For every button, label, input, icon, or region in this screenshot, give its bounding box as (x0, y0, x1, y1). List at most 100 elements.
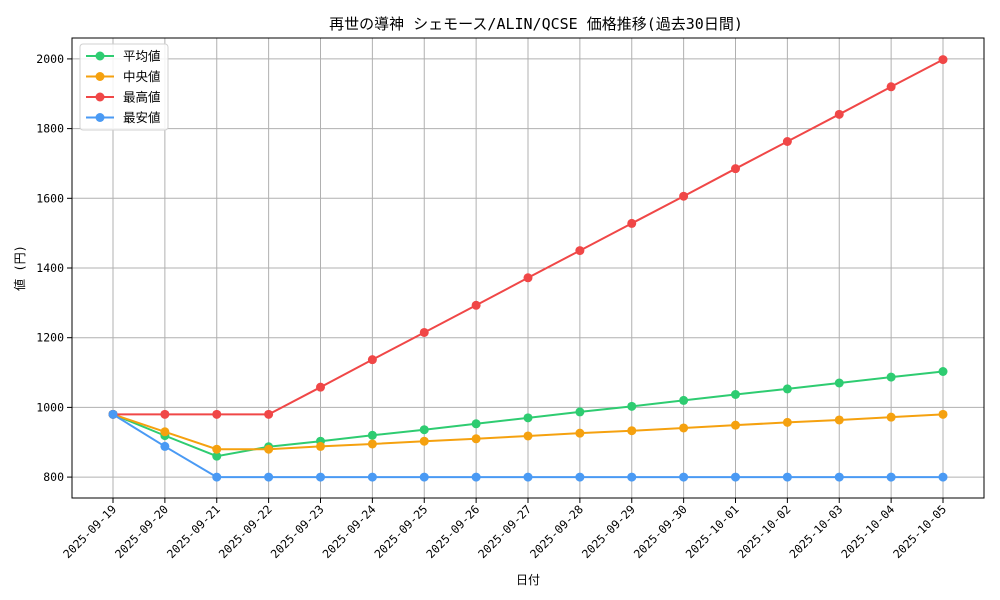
data-point (419, 327, 429, 337)
data-point (834, 378, 844, 388)
y-tick-label: 1600 (36, 191, 64, 205)
x-tick-label: 2025-10-03 (787, 502, 846, 561)
data-point (731, 472, 740, 482)
data-point (108, 409, 118, 419)
x-tick-label: 2025-10-05 (890, 502, 949, 561)
data-point (471, 300, 481, 310)
legend-box (79, 43, 169, 131)
data-point (575, 428, 585, 438)
data-point (367, 355, 377, 365)
x-tick-label: 2025-09-28 (527, 502, 586, 561)
data-point (523, 413, 533, 423)
data-point (627, 472, 637, 482)
data-point (523, 431, 533, 441)
legend-marker (95, 72, 105, 81)
data-point (212, 409, 222, 419)
data-point (627, 401, 637, 411)
data-point (731, 390, 740, 399)
legend-item: 平均値 (86, 49, 161, 64)
data-point (834, 109, 844, 119)
data-point (212, 451, 222, 461)
data-point (627, 218, 637, 228)
data-point (212, 444, 222, 454)
data-point (523, 273, 533, 283)
data-point (886, 412, 896, 422)
data-point (886, 472, 896, 482)
x-tick-label: 2025-10-01 (683, 502, 742, 561)
y-tick-label: 1000 (36, 400, 64, 414)
data-point (160, 409, 170, 419)
data-point (316, 441, 325, 451)
legend-item: 最安値 (86, 110, 161, 125)
y-tick-label: 1200 (36, 331, 64, 345)
series-3 (108, 55, 948, 419)
data-point (471, 472, 481, 482)
series-4 (108, 409, 948, 482)
data-point (731, 164, 740, 174)
data-point (679, 472, 689, 482)
legend-label: 最安値 (123, 110, 161, 125)
data-point (575, 246, 585, 256)
data-point (731, 420, 740, 430)
legend-marker (95, 51, 105, 61)
data-point (886, 82, 896, 92)
data-point (264, 472, 274, 482)
data-point (367, 439, 377, 449)
y-tick-label: 1400 (36, 261, 64, 275)
data-point (264, 444, 274, 454)
x-tick-label: 2025-09-20 (112, 502, 171, 561)
x-tick-label: 2025-09-24 (320, 502, 379, 561)
x-axis-label: 日付 (516, 573, 540, 587)
data-point (938, 55, 948, 65)
data-point (679, 423, 689, 433)
x-tick-label: 2025-09-29 (579, 502, 638, 561)
data-point (367, 472, 377, 482)
y-tick-label: 1800 (36, 122, 64, 136)
data-point (782, 417, 792, 427)
data-point (782, 137, 792, 146)
data-point (834, 415, 844, 425)
x-tick-label: 2025-10-04 (838, 502, 897, 561)
x-tick-label: 2025-10-02 (735, 502, 794, 561)
x-tick-label: 2025-09-23 (268, 502, 327, 561)
legend-item: 最高値 (86, 90, 161, 105)
data-point (419, 472, 429, 482)
data-point (782, 384, 792, 394)
data-point (212, 472, 222, 482)
x-tick-label: 2025-09-22 (216, 502, 275, 561)
data-point (160, 427, 170, 437)
x-tick-label: 2025-09-30 (631, 502, 690, 561)
chart-title: 再世の導神 シェモース/ALIN/QCSE 価格推移(過去30日間) (329, 15, 743, 33)
legend-marker (95, 92, 105, 102)
legend-label: 最高値 (123, 90, 161, 105)
legend-label: 中央値 (123, 69, 161, 84)
data-point (938, 472, 948, 482)
data-point (627, 426, 637, 436)
x-tick-label: 2025-09-27 (475, 502, 534, 561)
x-tick-label: 2025-09-25 (372, 502, 431, 561)
data-point (938, 367, 948, 376)
x-tick-label: 2025-09-26 (423, 502, 482, 561)
legend-label: 平均値 (123, 49, 161, 64)
data-point (471, 419, 481, 429)
plot-frame (71, 37, 985, 499)
data-point (367, 430, 377, 440)
data-point (316, 472, 325, 482)
grid (72, 38, 984, 498)
data-point (575, 407, 585, 417)
data-point (160, 441, 170, 451)
data-point (679, 191, 689, 201)
data-point (419, 436, 429, 446)
data-point (575, 472, 585, 482)
series-group (108, 55, 948, 482)
data-point (834, 472, 844, 482)
data-point (679, 395, 689, 405)
x-tick-label: 2025-09-19 (60, 502, 119, 561)
data-point (471, 434, 481, 444)
legend-item: 中央値 (86, 69, 161, 84)
data-point (419, 425, 429, 435)
data-point (886, 372, 896, 382)
y-tick-label: 800 (43, 470, 64, 484)
